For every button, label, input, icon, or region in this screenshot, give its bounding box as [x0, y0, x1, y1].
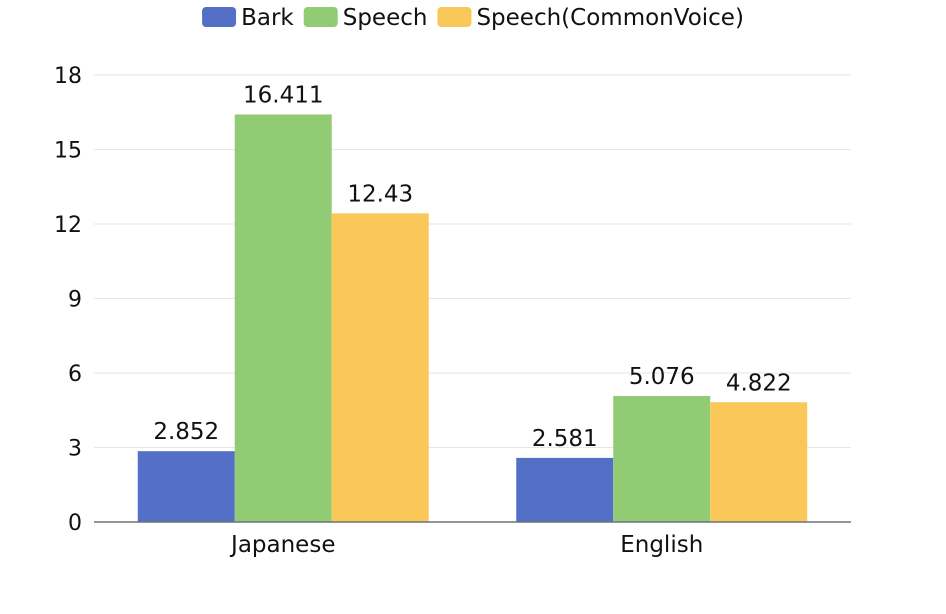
legend-swatch: [303, 7, 338, 27]
bar-speech-japanese[interactable]: [234, 114, 332, 522]
legend-label: Speech(CommonVoice): [476, 5, 743, 31]
y-tick-label: 15: [54, 139, 82, 164]
legend-label: Bark: [241, 5, 294, 31]
bars: [137, 114, 808, 523]
x-category-label: English: [620, 532, 703, 558]
y-tick-label: 9: [68, 288, 82, 313]
y-tick-label: 6: [68, 362, 82, 387]
data-label: 2.852: [153, 419, 219, 445]
data-label: 12.43: [347, 181, 413, 207]
legend-label: Speech: [343, 5, 428, 31]
bar-speech-commonvoice--english[interactable]: [710, 402, 808, 522]
bar-bark-english[interactable]: [516, 457, 614, 522]
legend-item-speech[interactable]: Speech: [303, 5, 428, 31]
bar-speech-commonvoice--japanese[interactable]: [331, 213, 429, 523]
y-axis: 0 3 6 9 12 15 18: [54, 64, 82, 536]
data-label: 16.411: [243, 82, 323, 108]
legend-swatch: [202, 7, 237, 27]
bar-bark-japanese[interactable]: [137, 451, 235, 522]
bar-speech-english[interactable]: [613, 395, 711, 522]
data-label: 2.581: [532, 426, 598, 452]
legend-item-bark[interactable]: Bark: [202, 5, 294, 31]
y-tick-label: 12: [54, 213, 82, 238]
legend[interactable]: Bark Speech Speech(CommonVoice): [202, 5, 744, 31]
y-tick-label: 18: [54, 64, 82, 89]
x-axis: Japanese English: [229, 532, 703, 558]
data-label: 4.822: [726, 370, 792, 396]
x-category-label: Japanese: [229, 532, 335, 558]
y-tick-label: 0: [68, 511, 82, 536]
y-tick-label: 3: [68, 437, 82, 462]
data-labels: 2.852 16.411 12.43 2.581 5.076 4.822: [153, 82, 791, 451]
legend-item-speech-commonvoice-[interactable]: Speech(CommonVoice): [437, 5, 744, 31]
data-label: 5.076: [629, 364, 695, 390]
legend-swatch: [437, 7, 472, 27]
